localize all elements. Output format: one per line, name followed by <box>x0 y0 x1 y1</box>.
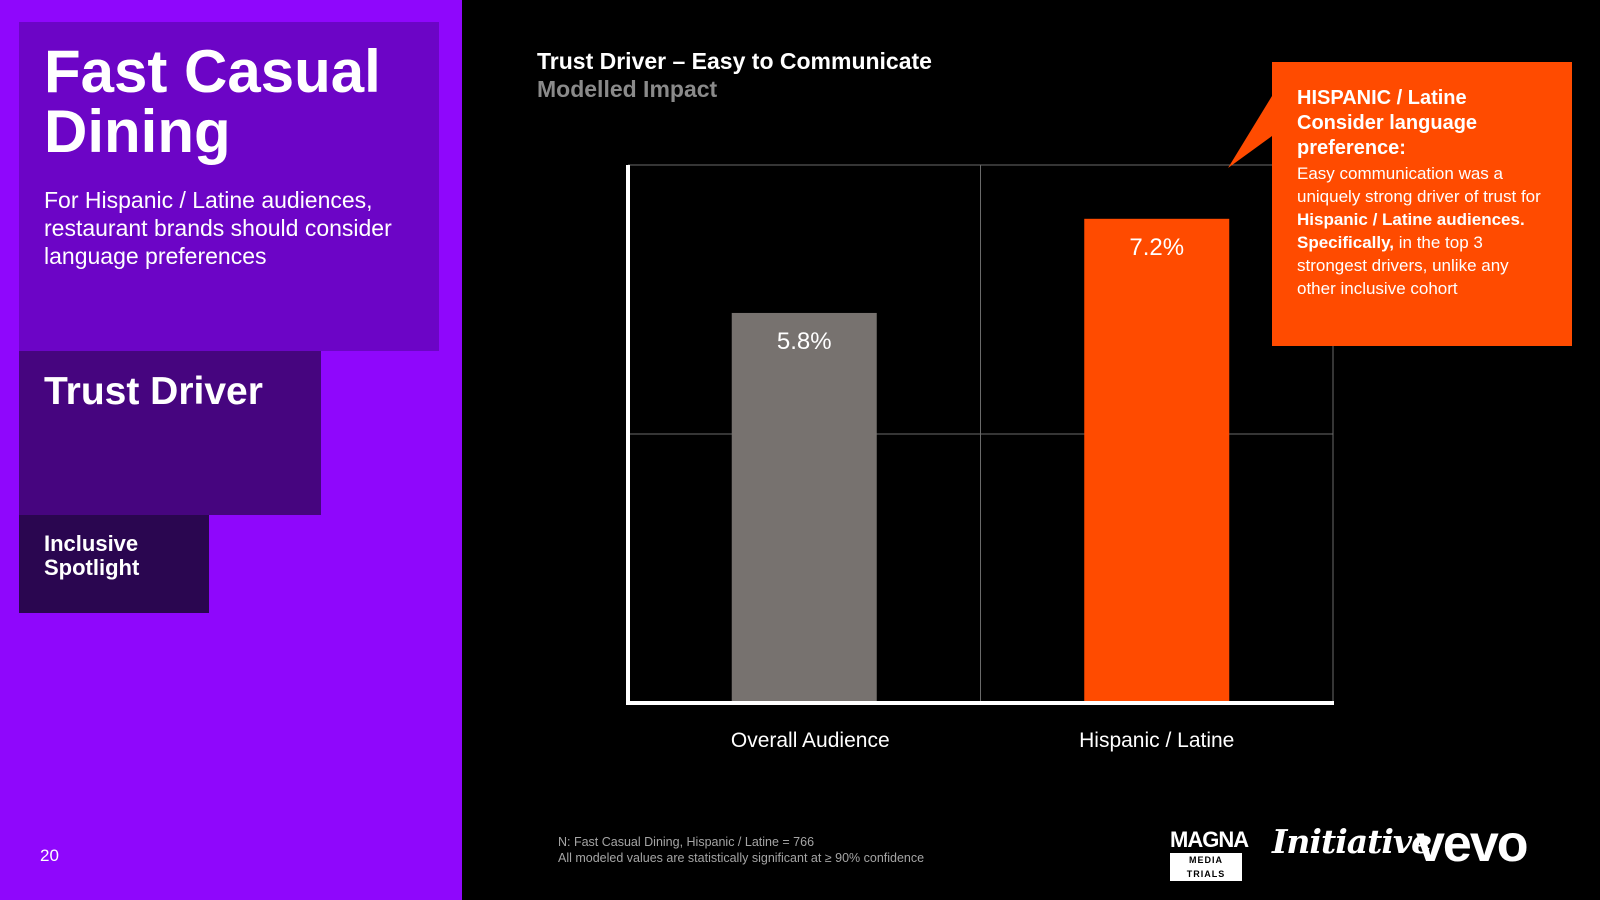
footnote-significance: All modeled values are statistically sig… <box>558 851 925 865</box>
callout-pointer <box>1228 96 1272 168</box>
vevo-logo: vevo <box>1416 815 1529 873</box>
page-number: 20 <box>40 846 59 865</box>
callout-body: Easy communication was a uniquely strong… <box>1297 162 1550 300</box>
page-subtitle: For Hispanic / Latine audiences, restaur… <box>44 187 392 269</box>
footnote-sample: N: Fast Casual Dining, Hispanic / Latine… <box>558 835 815 849</box>
initiative-logo: Initiative <box>1272 822 1432 861</box>
bar <box>1084 218 1230 704</box>
chart-subtitle: Modelled Impact <box>537 76 718 102</box>
magna-logo-word: MAGNA <box>1170 827 1249 852</box>
callout-body-emphasis: Hispanic / Latine audiences. Specificall… <box>1297 210 1525 252</box>
footnote: N: Fast Casual Dining, Hispanic / Latine… <box>558 834 924 866</box>
spotlight-box <box>19 515 209 613</box>
x-tick-label: Hispanic / Latine <box>1079 729 1234 752</box>
magna-logo: MAGNA MEDIA TRIALS <box>1170 827 1249 881</box>
title-box <box>19 22 439 351</box>
data-label: 5.8% <box>777 328 832 355</box>
magna-logo-sub: MEDIA TRIALS <box>1170 853 1242 881</box>
callout-body-text-end: in the top 3 strongest drivers, unlike a… <box>1297 233 1509 298</box>
bar <box>731 312 877 703</box>
callout-heading: HISPANIC / Latine Consider language pref… <box>1297 87 1478 159</box>
data-label: 7.2% <box>1129 234 1184 261</box>
page-title: Fast Casual Dining <box>44 38 381 165</box>
callout-box: HISPANIC / Latine Consider language pref… <box>1272 62 1572 346</box>
x-tick-label: Overall Audience <box>731 729 890 752</box>
section-box <box>19 351 321 515</box>
section-title: Trust Driver <box>44 370 263 413</box>
spotlight-label: Inclusive Spotlight <box>44 531 140 580</box>
chart-title: Trust Driver – Easy to Communicate <box>537 48 932 74</box>
callout-body-text: Easy communication was a uniquely strong… <box>1297 164 1541 206</box>
